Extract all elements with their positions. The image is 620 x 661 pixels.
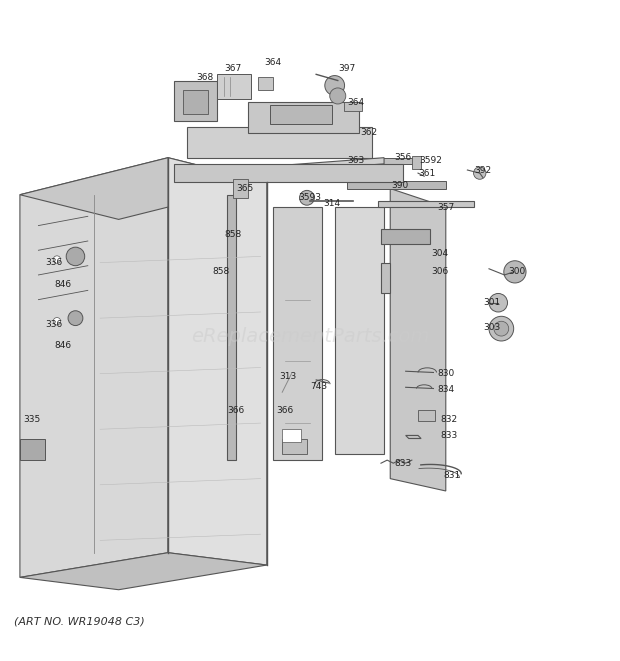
Circle shape (489, 293, 508, 312)
Text: 397: 397 (339, 63, 356, 73)
Text: 364: 364 (348, 98, 365, 106)
Text: 366: 366 (228, 407, 244, 415)
Polygon shape (227, 195, 236, 460)
Text: 361: 361 (418, 169, 436, 178)
Polygon shape (174, 164, 402, 182)
Bar (174, 81, 218, 121)
Polygon shape (20, 158, 168, 578)
Text: 858: 858 (212, 267, 229, 276)
Text: 356: 356 (394, 153, 411, 162)
Text: 335: 335 (24, 416, 41, 424)
Text: 3593: 3593 (298, 193, 322, 202)
Circle shape (474, 167, 486, 179)
Polygon shape (390, 188, 446, 491)
Polygon shape (378, 201, 474, 207)
Bar (344, 102, 363, 112)
Text: 301: 301 (484, 298, 501, 307)
Text: 336: 336 (45, 320, 63, 329)
Text: 833: 833 (440, 431, 458, 440)
Text: 830: 830 (437, 369, 454, 378)
Bar (412, 157, 421, 169)
Circle shape (299, 190, 314, 205)
Text: 832: 832 (440, 416, 458, 424)
Bar (270, 105, 332, 124)
Text: 366: 366 (277, 407, 294, 415)
Circle shape (504, 260, 526, 283)
Polygon shape (405, 436, 421, 438)
Text: 831: 831 (443, 471, 461, 480)
Circle shape (494, 321, 509, 336)
Polygon shape (20, 553, 267, 590)
Bar (257, 77, 273, 90)
Bar (184, 90, 208, 114)
Bar (372, 158, 421, 164)
Bar (418, 410, 435, 421)
Bar (282, 429, 301, 442)
Text: 363: 363 (348, 156, 365, 165)
Text: 357: 357 (437, 202, 454, 212)
Polygon shape (273, 207, 322, 460)
Polygon shape (335, 207, 384, 454)
Text: 390: 390 (391, 181, 408, 190)
Text: 833: 833 (394, 459, 411, 468)
Circle shape (66, 247, 85, 266)
Text: 306: 306 (431, 267, 448, 276)
Circle shape (330, 88, 346, 104)
Text: 858: 858 (224, 230, 241, 239)
Polygon shape (381, 262, 390, 293)
Circle shape (489, 317, 514, 341)
Text: 313: 313 (280, 372, 297, 381)
Text: (ART NO. WR19048 C3): (ART NO. WR19048 C3) (14, 617, 144, 627)
Polygon shape (20, 158, 267, 219)
Text: 314: 314 (323, 200, 340, 208)
Text: 365: 365 (237, 184, 254, 193)
Polygon shape (187, 127, 372, 158)
Text: 743: 743 (311, 381, 328, 391)
Polygon shape (260, 158, 384, 173)
Text: 3592: 3592 (419, 156, 442, 165)
Polygon shape (168, 158, 267, 565)
Text: 300: 300 (508, 267, 525, 276)
Text: 392: 392 (474, 165, 492, 175)
Bar (20, 438, 45, 460)
Circle shape (325, 75, 345, 95)
Bar (381, 229, 430, 244)
Text: eReplacementParts.com: eReplacementParts.com (191, 327, 429, 346)
Bar (218, 74, 251, 99)
Circle shape (68, 311, 83, 326)
Text: 364: 364 (264, 58, 281, 67)
Bar (248, 102, 360, 133)
Circle shape (53, 317, 61, 325)
Text: 368: 368 (197, 73, 214, 82)
Circle shape (53, 256, 61, 263)
Bar (233, 179, 248, 198)
Text: 362: 362 (360, 128, 377, 137)
Text: 846: 846 (55, 342, 72, 350)
Text: 846: 846 (55, 280, 72, 289)
Text: 303: 303 (484, 323, 501, 332)
Text: 367: 367 (224, 63, 241, 73)
Text: 336: 336 (45, 258, 63, 267)
Text: 304: 304 (431, 249, 448, 258)
Bar (282, 438, 307, 454)
Text: 834: 834 (437, 385, 454, 394)
Bar (347, 181, 446, 188)
